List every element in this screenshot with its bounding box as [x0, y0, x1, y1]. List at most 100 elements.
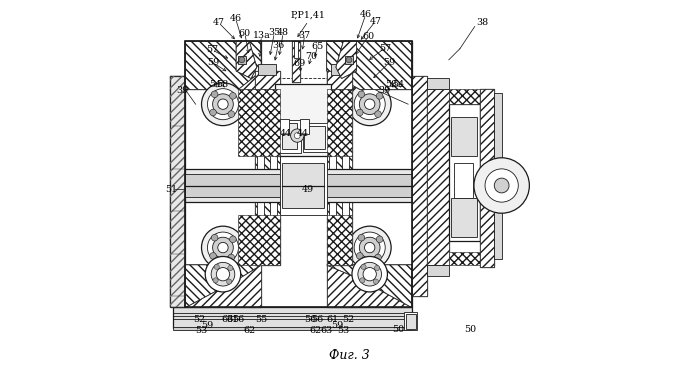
- Bar: [258, 89, 264, 261]
- Polygon shape: [327, 215, 352, 265]
- Text: 51: 51: [165, 185, 177, 194]
- Bar: [280, 119, 289, 134]
- Circle shape: [202, 83, 244, 126]
- Text: 65: 65: [311, 42, 324, 51]
- Bar: [342, 89, 348, 261]
- Polygon shape: [238, 89, 280, 156]
- Text: 61: 61: [227, 315, 239, 324]
- Circle shape: [374, 265, 380, 270]
- Polygon shape: [327, 41, 412, 89]
- Bar: [280, 156, 327, 215]
- Circle shape: [228, 265, 233, 270]
- Polygon shape: [327, 41, 412, 89]
- Circle shape: [209, 109, 216, 116]
- Text: 56: 56: [304, 315, 316, 324]
- Bar: [292, 41, 300, 82]
- Circle shape: [357, 253, 363, 259]
- Polygon shape: [327, 265, 412, 308]
- Circle shape: [352, 256, 387, 292]
- Bar: [327, 41, 412, 89]
- Circle shape: [230, 236, 236, 243]
- Text: 57: 57: [379, 43, 391, 53]
- Polygon shape: [185, 41, 261, 89]
- Text: 62: 62: [310, 326, 322, 335]
- Circle shape: [213, 278, 218, 283]
- Bar: [327, 265, 412, 308]
- Bar: [270, 89, 276, 261]
- Bar: [329, 89, 336, 261]
- Polygon shape: [336, 41, 357, 78]
- Text: 44: 44: [297, 129, 309, 138]
- Circle shape: [214, 264, 219, 269]
- Bar: [449, 104, 480, 241]
- Circle shape: [205, 256, 241, 292]
- Bar: [258, 63, 276, 75]
- Text: 59: 59: [201, 321, 213, 331]
- Text: 54: 54: [392, 81, 405, 89]
- Text: 56: 56: [311, 315, 324, 324]
- Circle shape: [354, 232, 385, 263]
- Circle shape: [216, 267, 230, 281]
- Bar: [426, 265, 449, 276]
- Bar: [451, 198, 477, 237]
- Text: 46: 46: [230, 14, 242, 23]
- Circle shape: [230, 92, 236, 99]
- Text: 44: 44: [280, 129, 292, 138]
- Text: 37: 37: [299, 30, 311, 40]
- Circle shape: [364, 99, 375, 109]
- Circle shape: [295, 133, 300, 138]
- Circle shape: [363, 267, 376, 281]
- Bar: [275, 84, 331, 156]
- Circle shape: [228, 254, 235, 261]
- Bar: [303, 123, 328, 152]
- Circle shape: [376, 92, 383, 99]
- Text: 52: 52: [193, 315, 205, 324]
- Circle shape: [358, 91, 365, 98]
- Circle shape: [358, 234, 365, 241]
- Polygon shape: [292, 41, 300, 82]
- Bar: [278, 120, 301, 153]
- Circle shape: [218, 99, 228, 109]
- Text: 52: 52: [342, 315, 355, 324]
- Circle shape: [348, 83, 391, 126]
- Circle shape: [485, 169, 519, 202]
- Text: 62: 62: [243, 326, 255, 335]
- Text: 46: 46: [359, 10, 372, 19]
- Polygon shape: [255, 71, 280, 89]
- Bar: [346, 56, 352, 63]
- Polygon shape: [185, 265, 261, 308]
- Bar: [170, 76, 185, 308]
- Bar: [331, 63, 348, 75]
- Circle shape: [364, 242, 375, 253]
- Polygon shape: [480, 89, 494, 267]
- Text: 63: 63: [221, 315, 233, 324]
- Circle shape: [227, 279, 232, 284]
- Text: 47: 47: [370, 17, 382, 26]
- Polygon shape: [327, 71, 352, 89]
- Text: 50: 50: [392, 325, 405, 334]
- Polygon shape: [327, 265, 412, 308]
- Circle shape: [207, 89, 239, 120]
- Bar: [294, 41, 298, 58]
- Circle shape: [218, 242, 228, 253]
- Bar: [480, 89, 494, 267]
- Circle shape: [211, 234, 218, 241]
- Bar: [185, 41, 261, 89]
- Text: 53: 53: [195, 326, 207, 335]
- Bar: [426, 89, 449, 265]
- Bar: [255, 89, 280, 265]
- Circle shape: [348, 226, 391, 269]
- Circle shape: [228, 111, 235, 118]
- Text: 35: 35: [268, 28, 281, 37]
- Polygon shape: [238, 215, 280, 265]
- Circle shape: [359, 278, 365, 283]
- Bar: [185, 265, 261, 308]
- Circle shape: [290, 129, 304, 142]
- Polygon shape: [236, 41, 257, 78]
- Text: 59: 59: [331, 321, 343, 331]
- Text: 63: 63: [320, 326, 332, 335]
- Text: P,P1,41: P,P1,41: [291, 10, 326, 19]
- Polygon shape: [236, 41, 257, 78]
- Circle shape: [359, 237, 380, 258]
- Text: 56: 56: [232, 315, 244, 324]
